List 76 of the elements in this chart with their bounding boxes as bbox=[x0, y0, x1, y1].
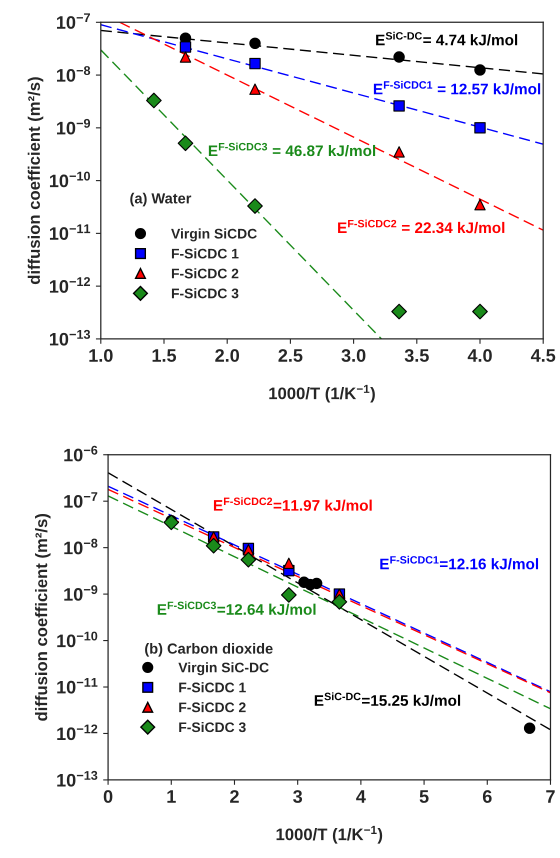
y-tick-label: 10$^{−10}$ bbox=[50, 172, 90, 188]
x-tick-label: 2.5 bbox=[278, 349, 302, 362]
y-tick-label: 10$^{−13}$ bbox=[57, 770, 98, 787]
point bbox=[472, 304, 488, 320]
point bbox=[280, 587, 297, 603]
point bbox=[180, 41, 192, 53]
x-tick-label: 3.5 bbox=[404, 349, 429, 362]
y-tick-label: 10$^{−8}$ bbox=[64, 538, 98, 554]
series-label: E$^{F-SiCDC1}$ = 12.57 kJ/mol bbox=[374, 80, 540, 95]
point bbox=[178, 135, 194, 152]
x-tick-label: 2 bbox=[230, 790, 239, 803]
point bbox=[283, 558, 295, 570]
x-tick-label: 2.0 bbox=[215, 349, 240, 362]
x-tick-label: 0 bbox=[104, 790, 112, 803]
y-tick-label: 10$^{−8}$ bbox=[57, 66, 90, 82]
x-tick-label: 3 bbox=[293, 790, 302, 803]
point bbox=[249, 38, 261, 50]
series-label: E$^{SiC-DC}$=15.25 kJ/mol bbox=[314, 692, 460, 706]
point bbox=[146, 92, 162, 108]
y-tick-label: 10$^{−9}$ bbox=[57, 118, 90, 135]
x-tick-label: 4 bbox=[356, 790, 366, 803]
point bbox=[393, 146, 405, 158]
x-tick-label: 4.0 bbox=[468, 349, 492, 362]
y-tick-label: 10$^{−11}$ bbox=[57, 678, 98, 694]
y-axis-title: diffusion coefficient (m²/s) bbox=[28, 77, 44, 284]
point bbox=[474, 198, 486, 210]
y-tick-label: 10$^{−6}$ bbox=[64, 446, 98, 462]
x-tick-label: 1.0 bbox=[89, 349, 113, 362]
point bbox=[474, 64, 486, 76]
y-tick-label: 10$^{−7}$ bbox=[57, 13, 90, 29]
series-label: E$^{F-SiCDC3}$=12.64 kJ/mol bbox=[158, 601, 316, 616]
x-tick-label: 1.5 bbox=[152, 349, 176, 362]
point bbox=[393, 100, 405, 112]
legend-label: Virgin SiCDC bbox=[171, 228, 257, 242]
x-tick-label: 7 bbox=[546, 790, 555, 803]
series-label: E$^{F-SiCDC2}$ = 22.34 kJ/mol bbox=[338, 220, 504, 234]
x-axis-title: 1000/T (1/K$^{−1}$) bbox=[276, 826, 382, 844]
point bbox=[391, 304, 407, 320]
point bbox=[163, 514, 180, 530]
point bbox=[332, 594, 348, 610]
point bbox=[524, 722, 536, 734]
legend-label: F-SiCDC 2 bbox=[179, 702, 246, 712]
x-tick-label: 4.5 bbox=[530, 349, 556, 362]
series-label: E$^{F-SiCDC3}$ = 46.87 kJ/mol bbox=[208, 142, 376, 156]
x-tick-label: 1 bbox=[167, 790, 176, 803]
point bbox=[474, 122, 486, 134]
x-tick-label: 6 bbox=[482, 790, 492, 803]
legend-label: Virgin SiC-DC bbox=[178, 662, 269, 676]
y-tick-label: 10$^{−9}$ bbox=[64, 585, 98, 601]
text: E$^{F-SiCDC1}$=12.16 kJ/mol bbox=[380, 556, 538, 570]
y-tick-label: 10$^{−11}$ bbox=[50, 224, 90, 240]
x-tick-label: 3.0 bbox=[341, 349, 366, 362]
y-tick-label: 10$^{−12}$ bbox=[57, 724, 98, 740]
series-label: E$^{F-SiCDC2}$=11.97 kJ/mol bbox=[214, 497, 372, 511]
x-tick-label: 5 bbox=[420, 790, 429, 803]
x-axis-title: 1000/T (1/K$^{−1}$) bbox=[269, 384, 375, 403]
legend-label: F-SiCDC 2 bbox=[172, 268, 238, 278]
point bbox=[206, 538, 222, 554]
y-tick-label: 10$^{−10}$ bbox=[57, 632, 98, 648]
point bbox=[249, 58, 261, 70]
point bbox=[180, 51, 192, 63]
legend-label: F-SiCDC 1 bbox=[172, 248, 239, 259]
point bbox=[249, 83, 261, 95]
legend-label: F-SiCDC 3 bbox=[179, 722, 246, 732]
point bbox=[393, 51, 405, 63]
annotation: (b) Carbon dioxide bbox=[145, 643, 273, 657]
y-tick-label: 10$^{−13}$ bbox=[50, 330, 90, 346]
point bbox=[240, 552, 256, 568]
legend-label: F-SiCDC 1 bbox=[179, 682, 246, 692]
y-tick-label: 10$^{−7}$ bbox=[64, 492, 98, 508]
legend-label: F-SiCDC 3 bbox=[172, 288, 238, 298]
y-axis-title: diffusion coefficient (m²/s) bbox=[35, 514, 51, 721]
point bbox=[247, 198, 263, 214]
annotation: (a) Water bbox=[130, 192, 192, 206]
y-tick-label: 10$^{−12}$ bbox=[50, 277, 90, 293]
series-label: E$^{SiC-DC}$= 4.74 kJ/mol bbox=[376, 32, 518, 46]
